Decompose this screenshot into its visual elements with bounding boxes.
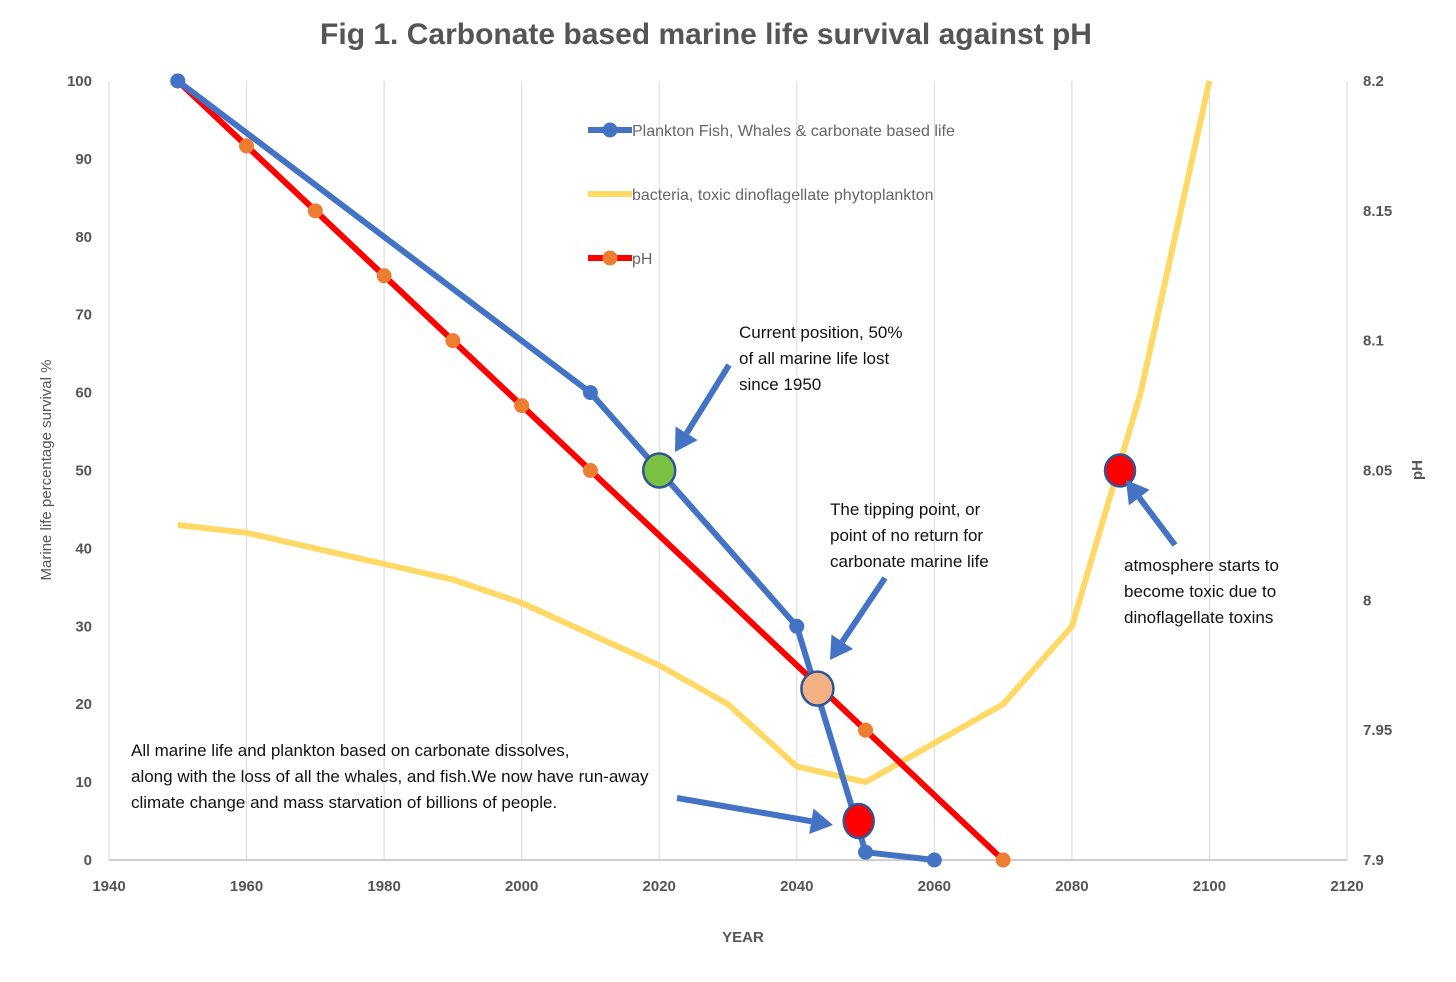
toxic-atmosphere-point: [1103, 453, 1137, 488]
annotation-run-away-line: climate change and mass starvation of bi…: [131, 793, 557, 812]
y2-tick-label: 8.15: [1363, 203, 1392, 220]
y-tick-label: 20: [75, 696, 92, 713]
ph-marker: [582, 463, 598, 478]
y-tick-label: 100: [67, 73, 92, 90]
arrow-current-position-head: [675, 426, 698, 452]
y-tick-label: 90: [75, 151, 92, 168]
y-tick-label: 80: [75, 229, 92, 246]
arrow-toxic-atmosphere: [1136, 495, 1178, 547]
annotation-current-position-line: since 1950: [739, 375, 821, 394]
y2-tick-label: 8.05: [1363, 463, 1392, 480]
tipping-point: [800, 670, 835, 707]
series-line-bacteria: [177, 80, 1213, 786]
chart-title: Fig 1. Carbonate based marine life survi…: [320, 18, 1092, 51]
legend: Plankton Fish, Whales & carbonate based …: [588, 122, 955, 268]
y2-tick-label: 7.95: [1363, 722, 1392, 739]
arrow-toxic-atmosphere-head: [1126, 480, 1150, 506]
x-tick-label: 2120: [1330, 878, 1363, 895]
carbonate-life-marker: [789, 618, 805, 634]
legend-marker: [602, 122, 618, 138]
carbonate-life-marker: [582, 385, 598, 401]
carbonate-life-marker: [170, 73, 186, 89]
arrow-current-position: [684, 363, 732, 435]
x-tick-label: 1940: [92, 878, 125, 895]
annotation-tipping-point-line: point of no return for: [830, 526, 983, 545]
ph-marker: [307, 203, 323, 219]
x-tick-label: 1960: [230, 878, 263, 895]
highlight-layer: [641, 452, 1137, 840]
series-line-carbonate-life: [175, 78, 935, 863]
run-away-point: [842, 802, 875, 840]
legend-label: Plankton Fish, Whales & carbonate based …: [632, 123, 955, 140]
carbonate-life-marker: [858, 844, 874, 860]
annotation-toxic-atmosphere-line: become toxic due to: [1124, 582, 1276, 601]
annotation-tipping-point-line: carbonate marine life: [830, 552, 989, 571]
ph-marker: [376, 268, 392, 284]
arrow-run-away: [676, 795, 812, 825]
y-tick-label: 0: [84, 852, 92, 869]
y-tick-label: 60: [75, 385, 92, 402]
y-tick-label: 10: [75, 774, 92, 791]
y2-tick-label: 8.2: [1363, 73, 1384, 90]
x-tick-label: 2040: [780, 878, 813, 895]
y-tick-label: 70: [75, 307, 92, 324]
y-tick-label: 30: [75, 618, 92, 635]
annotation-tipping-point-line: The tipping point, or: [830, 500, 981, 519]
annotation-run-away-line: All marine life and plankton based on ca…: [131, 741, 570, 760]
x-axis-label: YEAR: [722, 929, 764, 946]
ph-marker: [239, 138, 255, 154]
y-axis-label: Marine life percentage survival %: [38, 360, 55, 581]
legend-label: pH: [632, 251, 652, 268]
arrow-run-away-head: [809, 808, 833, 835]
ph-marker: [514, 398, 530, 414]
annotation-current-position-line: of all marine life lost: [739, 349, 890, 368]
x-tick-label: 2100: [1193, 878, 1226, 895]
ph-marker: [995, 852, 1011, 868]
y-tick-label: 50: [75, 463, 92, 480]
ph-marker: [858, 722, 874, 738]
annotation-run-away-line: along with the loss of all the whales, a…: [131, 767, 649, 786]
x-tick-label: 2020: [643, 878, 676, 895]
annotation-layer: Current position, 50% of all marine life …: [131, 323, 1279, 812]
carbonate-life-marker: [926, 852, 942, 868]
y2-tick-label: 8: [1363, 592, 1371, 609]
x-tick-label: 1980: [367, 878, 400, 895]
current-position-point: [641, 452, 677, 489]
y2-axis-label: pH: [1409, 460, 1426, 480]
x-tick-label: 2080: [1055, 878, 1088, 895]
annotation-toxic-atmosphere-line: dinoflagellate toxins: [1124, 608, 1273, 627]
x-tick-label: 2060: [918, 878, 951, 895]
legend-label: bacteria, toxic dinoflagellate phytoplan…: [632, 187, 934, 204]
annotation-toxic-atmosphere-line: atmosphere starts to: [1124, 556, 1279, 575]
y2-tick-label: 8.1: [1363, 333, 1384, 350]
annotation-current-position-line: Current position, 50%: [739, 323, 902, 342]
arrow-tipping-point-head: [830, 634, 854, 660]
arrow-layer: [675, 363, 1178, 835]
legend-marker: [602, 250, 618, 266]
axis-layer: 1940 1960 1980 2000 2020 2040 2060 2080 2100 2120…: [67, 73, 1392, 895]
series-layer: [170, 73, 1213, 868]
y-tick-label: 40: [75, 540, 92, 557]
y2-tick-label: 7.9: [1363, 852, 1384, 869]
x-tick-label: 2000: [505, 878, 538, 895]
arrow-tipping-point: [839, 576, 888, 644]
ph-marker: [445, 333, 461, 349]
